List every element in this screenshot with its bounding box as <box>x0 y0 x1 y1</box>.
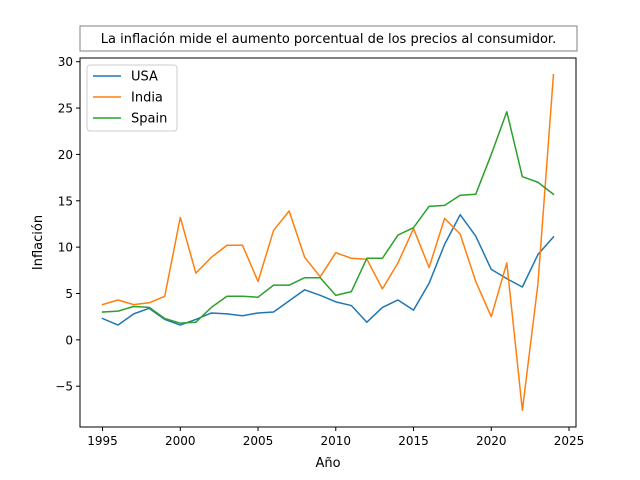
y-tick-label: 30 <box>58 55 73 69</box>
legend-label-usa: USA <box>131 70 158 85</box>
series-line-spain <box>101 111 555 324</box>
legend-label-india: India <box>131 91 163 106</box>
x-tick-label: 2025 <box>554 434 585 448</box>
plot-frame <box>79 57 577 428</box>
y-tick-label: −5 <box>55 380 73 394</box>
x-tick-label: 2005 <box>243 434 274 448</box>
x-axis: 1995 2000 2005 2010 2015 2020 2025 <box>87 427 584 448</box>
y-axis: −5 0 5 10 15 20 25 30 <box>55 55 80 394</box>
y-tick-label: 25 <box>58 102 73 116</box>
series-line-india <box>101 73 555 412</box>
x-tick-label: 2015 <box>398 434 429 448</box>
chart-title: La inflación mide el aumento porcentual … <box>79 25 578 52</box>
y-tick-label: 10 <box>58 241 73 255</box>
legend-label-spain: Spain <box>131 112 167 127</box>
legend-box <box>86 64 178 132</box>
x-tick-label: 2010 <box>321 434 352 448</box>
y-axis-label: Inflación <box>31 215 46 270</box>
x-tick-label: 1995 <box>87 434 118 448</box>
x-tick-label: 2000 <box>165 434 196 448</box>
y-tick-label: 15 <box>58 194 73 208</box>
x-axis-label: Año <box>315 456 340 471</box>
series-line-usa <box>101 213 555 326</box>
y-tick-label: 0 <box>65 333 73 347</box>
y-tick-label: 20 <box>58 148 73 162</box>
title-text: La inflación mide el aumento porcentual … <box>101 32 556 47</box>
title-box <box>79 25 578 52</box>
series-lines <box>101 73 555 412</box>
legend: USA India Spain <box>86 64 178 132</box>
x-tick-label: 2020 <box>476 434 507 448</box>
y-tick-label: 5 <box>65 287 73 301</box>
